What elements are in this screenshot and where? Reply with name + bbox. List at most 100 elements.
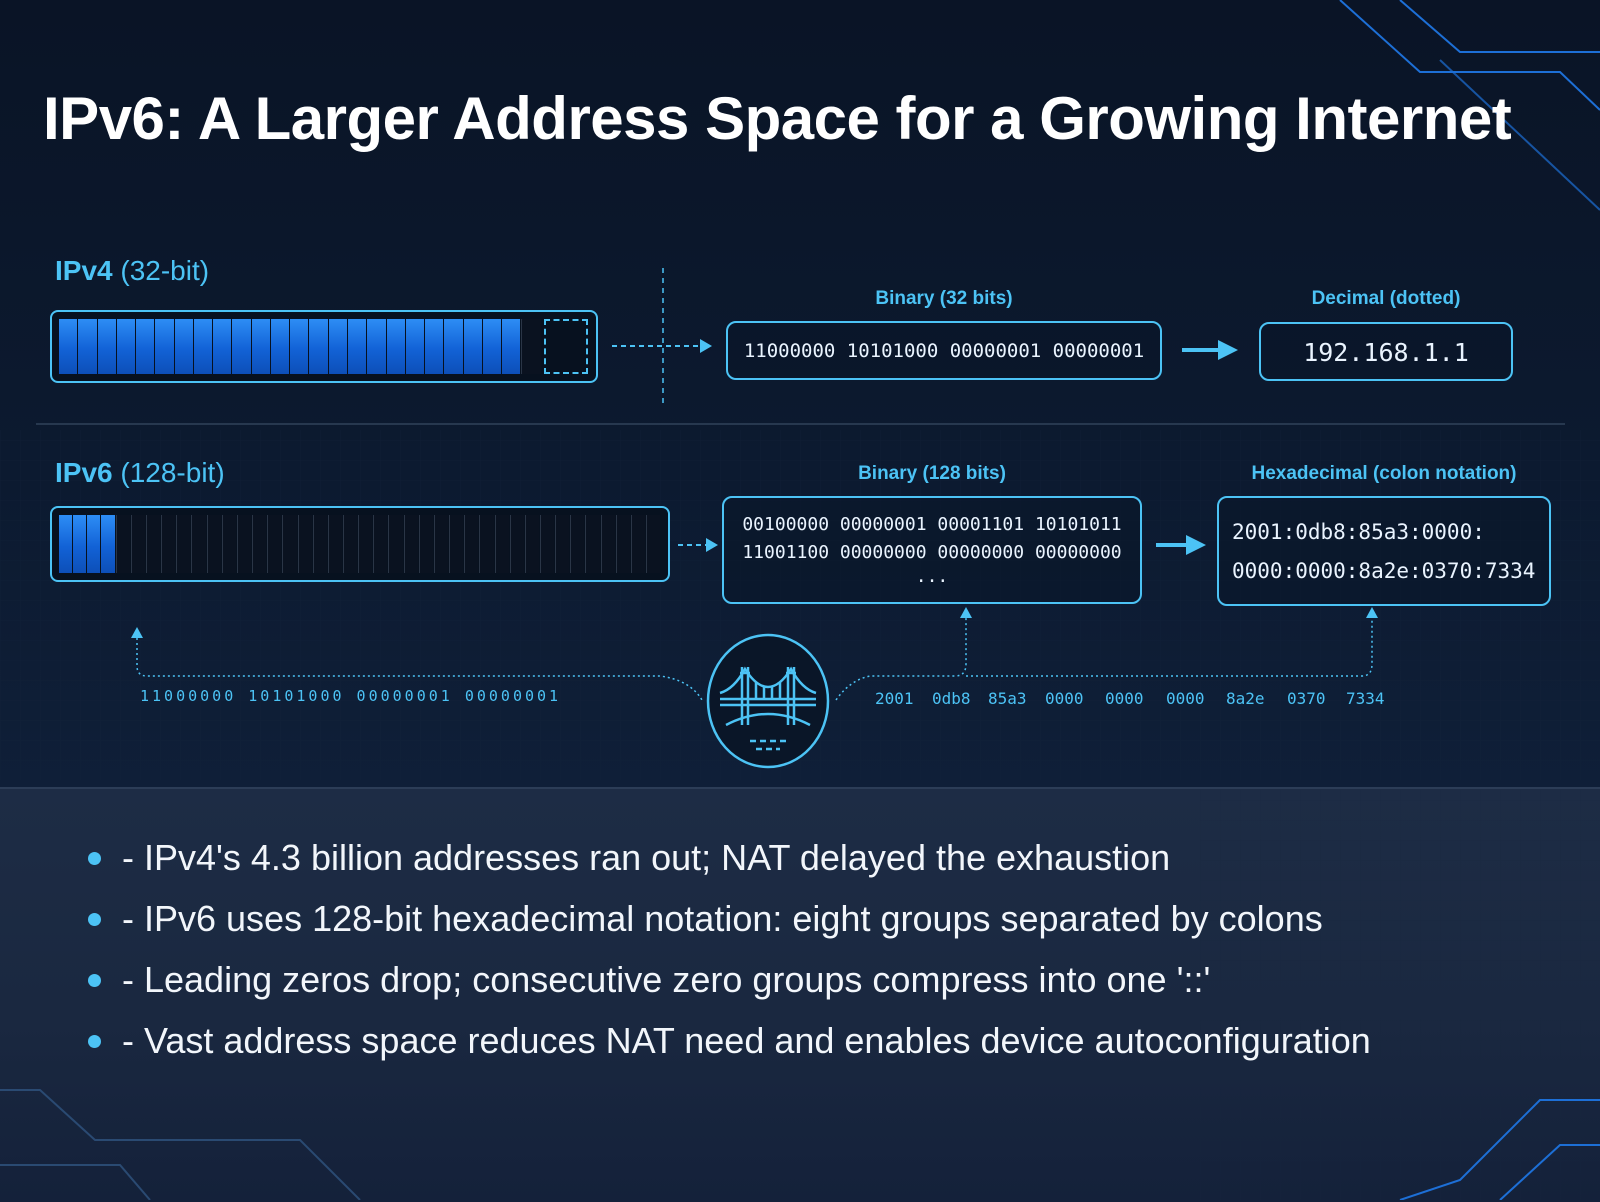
bit-cell-filled	[232, 319, 251, 374]
ipv6-binary-caption: Binary (128 bits)	[858, 463, 1006, 484]
bit-cell-empty	[236, 515, 252, 573]
hex-group-label: 85a3	[988, 689, 1027, 708]
bit-cell-empty	[509, 515, 524, 573]
ipv4-binary-caption: Binary (32 bits)	[875, 288, 1013, 309]
bullet-dot-icon	[88, 974, 101, 987]
bit-cell-empty	[282, 515, 297, 573]
ipv6-hex-caption: Hexadecimal (colon notation)	[1251, 463, 1517, 484]
ipv4-decimal-box: 192.168.1.1	[1259, 322, 1513, 381]
ipv4-bit-bar	[50, 310, 598, 383]
bit-cell-empty	[524, 515, 539, 573]
ipv6-bits-label: (128-bit)	[120, 457, 225, 488]
ipv4-bits-label: (32-bit)	[120, 255, 210, 286]
bit-cell-filled	[251, 319, 270, 374]
bit-cell-empty	[388, 515, 403, 573]
ipv4-binary-value: 11000000 10101000 00000001 00000001	[743, 340, 1145, 362]
bit-cell-empty	[585, 515, 600, 573]
ipv6-hex-box: 2001:0db8:85a3:0000: 0000:0000:8a2e:0370…	[1217, 496, 1551, 606]
bit-cell-empty	[479, 515, 494, 573]
bullet-text: - IPv6 uses 128-bit hexadecimal notation…	[122, 898, 1323, 939]
bit-cell-empty	[358, 515, 373, 573]
ipv6-name: IPv6	[55, 457, 113, 488]
bullet-dot-icon	[88, 852, 101, 865]
bit-cell-filled	[309, 319, 328, 374]
bit-cell-filled	[425, 319, 444, 374]
bit-cell-empty	[191, 515, 206, 573]
bit-cell-filled	[463, 319, 482, 374]
bit-cell-empty	[342, 515, 358, 573]
bit-cell-filled	[328, 319, 347, 374]
bit-cell-filled	[213, 319, 232, 374]
bullet-dot-icon	[88, 913, 101, 926]
hex-group-label: 2001	[875, 689, 914, 708]
bit-cell-filled	[155, 319, 174, 374]
bit-cell-empty	[646, 515, 661, 573]
bit-cell-empty	[570, 515, 585, 573]
bit-cell-filled	[290, 319, 309, 374]
bit-cell-empty	[449, 515, 464, 573]
bit-cell-filled	[87, 515, 101, 573]
bit-cell-empty	[327, 515, 342, 573]
bit-cell-empty	[267, 515, 282, 573]
bit-cell-filled	[405, 319, 425, 374]
bit-cell-empty	[403, 515, 418, 573]
bullet-text: - Vast address space reduces NAT need an…	[122, 1020, 1371, 1061]
ipv6-binary-line2: 11001100 00000000 00000000 00000000	[742, 542, 1122, 563]
ipv6-label: IPv6 (128-bit)	[55, 457, 225, 489]
bit-cell-empty	[615, 515, 630, 573]
hex-group-label: 0db8	[932, 689, 971, 708]
hex-group-label: 0000	[1045, 689, 1084, 708]
ipv4-bits-readout: 11000000 10101000 00000001 00000001	[140, 687, 562, 705]
bit-cell-filled	[116, 319, 136, 374]
bit-cell-filled	[386, 319, 405, 374]
ipv4-binary-box: 11000000 10101000 00000001 00000001	[726, 321, 1162, 380]
bit-cell-empty	[161, 515, 176, 573]
ipv4-name: IPv4	[55, 255, 113, 286]
bit-cell-filled	[347, 319, 367, 374]
bit-cell-filled	[482, 319, 502, 374]
bit-cell-empty	[312, 515, 327, 573]
bit-cell-empty	[130, 515, 145, 573]
bit-cell-filled	[193, 319, 213, 374]
bit-cell-filled	[101, 515, 115, 573]
bit-cell-filled	[97, 319, 116, 374]
bit-cell-empty	[433, 515, 449, 573]
bullet-text: - IPv4's 4.3 billion addresses ran out; …	[122, 837, 1171, 878]
bit-cell-filled	[59, 515, 73, 573]
bit-cell-filled	[73, 515, 87, 573]
ipv4-decimal-value: 192.168.1.1	[1303, 338, 1469, 367]
bit-cell-filled	[136, 319, 155, 374]
bullet-item: - IPv6 uses 128-bit hexadecimal notation…	[88, 895, 1371, 956]
hex-group-label: 7334	[1346, 689, 1385, 708]
bit-cell-placeholder	[543, 319, 588, 374]
key-points-list: - IPv4's 4.3 billion addresses ran out; …	[88, 834, 1371, 1078]
bullet-text: - Leading zeros drop; consecutive zero g…	[122, 959, 1211, 1000]
bullet-dot-icon	[88, 1035, 101, 1048]
bit-cell-empty	[630, 515, 646, 573]
ipv6-hex-line2: 0000:0000:8a2e:0370:7334	[1232, 559, 1536, 583]
bit-cell-filled	[174, 319, 193, 374]
ipv6-binary-line1: 00100000 00000001 00001101 10101011	[742, 514, 1122, 535]
bit-cell-filled	[502, 319, 521, 374]
ipv6-binary-box: 00100000 00000001 00001101 10101011 1100…	[722, 496, 1142, 604]
hex-group-label: 0000	[1105, 689, 1144, 708]
hex-group-label: 0370	[1287, 689, 1326, 708]
hex-group-label: 0000	[1166, 689, 1205, 708]
ipv6-bit-bar	[50, 506, 670, 582]
ipv4-label: IPv4 (32-bit)	[55, 255, 209, 287]
bit-cell-empty	[206, 515, 221, 573]
bit-cell-filled	[78, 319, 97, 374]
bit-cell-empty	[555, 515, 570, 573]
bit-cell-filled	[270, 319, 290, 374]
bit-cell-empty	[521, 319, 541, 374]
bit-cell-empty	[221, 515, 236, 573]
bit-cell-empty	[600, 515, 615, 573]
ipv6-binary-ellipsis: ...	[915, 566, 949, 587]
bit-cell-filled	[59, 319, 78, 374]
bit-cell-empty	[176, 515, 191, 573]
bit-cell-empty	[418, 515, 433, 573]
bit-cell-empty	[115, 515, 130, 573]
ipv4-decimal-caption: Decimal (dotted)	[1311, 288, 1461, 309]
ipv6-hex-line1: 2001:0db8:85a3:0000:	[1232, 520, 1485, 544]
bit-cell-empty	[145, 515, 161, 573]
